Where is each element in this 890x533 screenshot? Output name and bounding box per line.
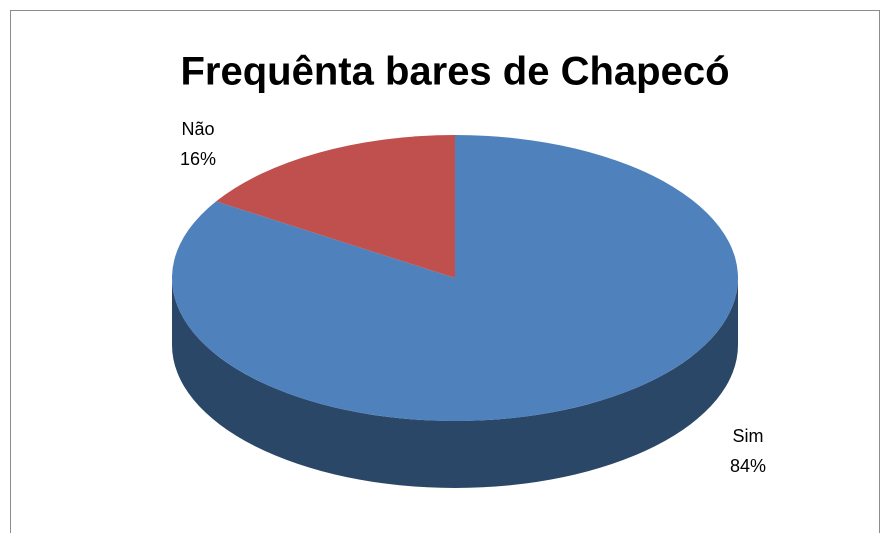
pie-side: [172, 278, 738, 488]
category-label: Não: [181, 119, 214, 139]
value-label: 16%: [180, 149, 216, 169]
category-label: Sim: [733, 426, 764, 446]
pie-slice: [216, 135, 455, 278]
value-label: 84%: [730, 456, 766, 476]
chart-title: Frequênta bares de Chapecó: [180, 50, 729, 94]
